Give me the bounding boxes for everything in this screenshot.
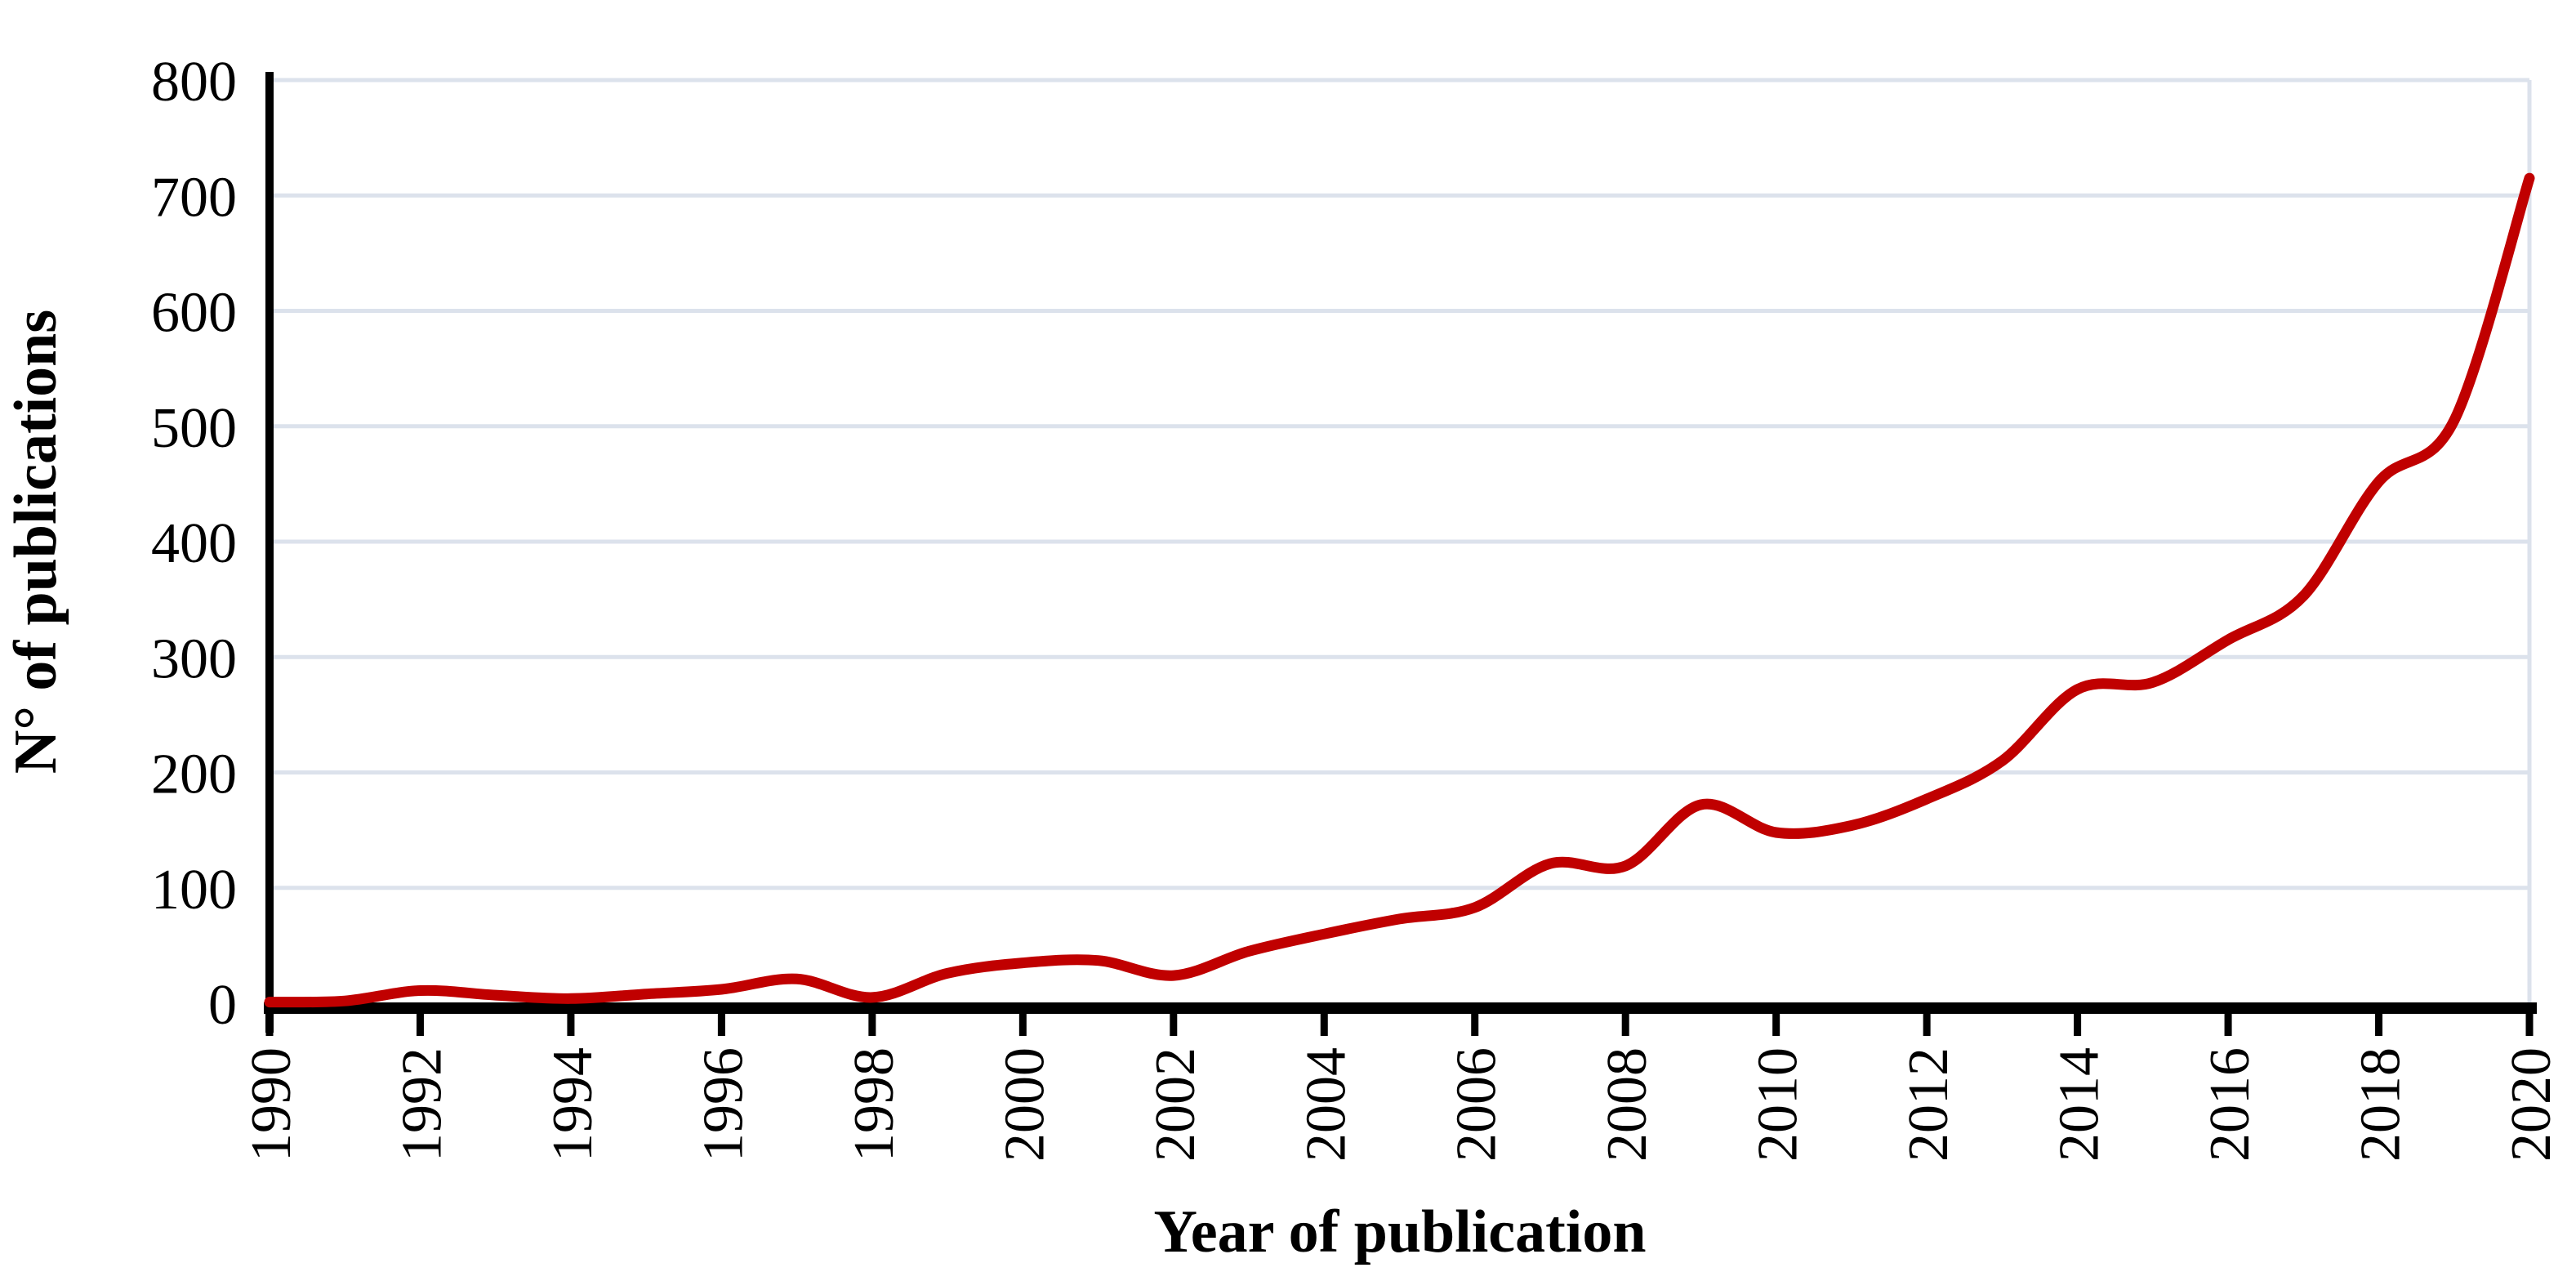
- x-tick-label-2016: 2016: [2199, 1047, 2262, 1162]
- y-tick-label-200: 200: [151, 743, 237, 806]
- y-tick-label-600: 600: [151, 282, 237, 345]
- gridlines: [270, 78, 2532, 1003]
- y-tick-labels: 0 100 200 300 400 500 600 700 800: [151, 51, 237, 1037]
- y-tick-label-500: 500: [151, 397, 237, 460]
- y-tick-label-800: 800: [151, 51, 237, 114]
- y-tick-label-700: 700: [151, 166, 237, 229]
- x-tick-label-1994: 1994: [541, 1047, 604, 1162]
- x-tick-label-2010: 2010: [1747, 1047, 1810, 1162]
- x-tick-label-2002: 2002: [1144, 1047, 1207, 1162]
- x-tick-label-1996: 1996: [692, 1047, 755, 1162]
- y-axis-title: N° of publications: [2, 310, 69, 774]
- x-tick-label-2006: 2006: [1446, 1047, 1509, 1162]
- axes: [264, 72, 2537, 1036]
- x-axis-title: Year of publication: [1153, 1198, 1646, 1265]
- x-tick-label-1992: 1992: [390, 1047, 453, 1162]
- x-tick-label-2008: 2008: [1596, 1047, 1659, 1162]
- y-tick-label-300: 300: [151, 627, 237, 690]
- y-tick-label-0: 0: [208, 974, 237, 1037]
- y-tick-label-100: 100: [151, 859, 237, 922]
- x-tick-label-1990: 1990: [240, 1047, 303, 1162]
- x-tick-label-2004: 2004: [1295, 1047, 1357, 1162]
- x-tick-label-2020: 2020: [2500, 1047, 2563, 1162]
- x-tick-label-2000: 2000: [993, 1047, 1056, 1162]
- publications-series-line: [264, 172, 2535, 1008]
- y-tick-label-400: 400: [151, 512, 237, 575]
- x-tick-label-2018: 2018: [2350, 1047, 2413, 1162]
- x-tick-label-2012: 2012: [1897, 1047, 1960, 1162]
- x-tick-label-1998: 1998: [843, 1047, 906, 1162]
- series-lines: [264, 172, 2535, 1008]
- x-tick-label-2014: 2014: [2048, 1047, 2111, 1162]
- x-tick-labels: 1990 1992 1994 1996 1998 2000 2002 2004 2006 2008…: [240, 1047, 2563, 1162]
